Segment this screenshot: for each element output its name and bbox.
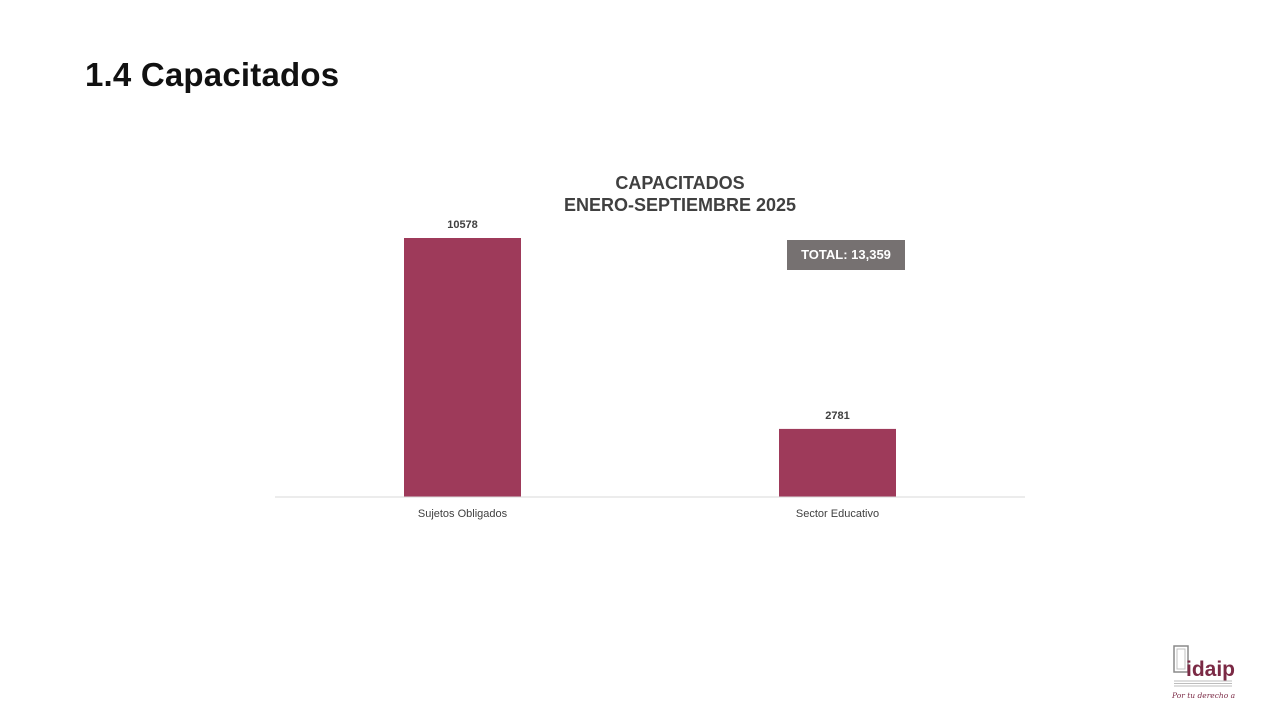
bars-group <box>404 238 896 497</box>
chart-title-block: CAPACITADOS ENERO-SEPTIEMBRE 2025 <box>480 172 880 216</box>
bar-sujetos-obligados <box>404 238 521 497</box>
data-label-sujetos-obligados: 10578 <box>447 219 478 231</box>
chart-title: CAPACITADOS <box>615 173 745 193</box>
document-frame-icon: idaip Por tu derecho a saber <box>1171 645 1259 700</box>
total-annotation: TOTAL: 13,359 <box>787 240 905 270</box>
idaip-logo: idaip Por tu derecho a saber <box>1170 644 1259 702</box>
category-label-sujetos-obligados: Sujetos Obligados <box>418 508 508 520</box>
chart-subtitle: ENERO-SEPTIEMBRE 2025 <box>563 195 797 215</box>
logo-wordmark: idaip <box>1186 658 1235 681</box>
category-label-sector-educativo: Sector Educativo <box>796 508 879 520</box>
data-label-sector-educativo: 2781 <box>825 410 849 422</box>
bar-sector-educativo <box>779 428 896 497</box>
slide-title: 1.4 Capacitados <box>85 56 340 93</box>
labels-group: 10578 Sujetos Obligados 2781 Sector Educati… <box>418 219 879 520</box>
logo-tagline: Por tu derecho a saber <box>1171 691 1236 700</box>
